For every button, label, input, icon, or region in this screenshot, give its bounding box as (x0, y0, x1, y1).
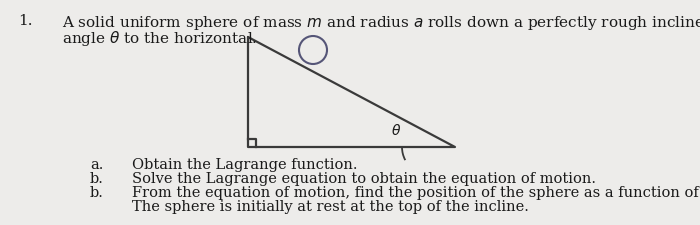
Text: b.: b. (90, 185, 104, 199)
Text: 1.: 1. (18, 14, 32, 28)
Text: a.: a. (90, 157, 104, 171)
Text: Solve the Lagrange equation to obtain the equation of motion.: Solve the Lagrange equation to obtain th… (132, 171, 596, 185)
Text: Obtain the Lagrange function.: Obtain the Lagrange function. (132, 157, 358, 171)
Text: $\theta$: $\theta$ (391, 123, 401, 138)
Text: A solid uniform sphere of mass $m$ and radius $a$ rolls down a perfectly rough i: A solid uniform sphere of mass $m$ and r… (62, 14, 700, 32)
Text: angle $\theta$ to the horizontal.: angle $\theta$ to the horizontal. (62, 29, 258, 48)
Text: The sphere is initially at rest at the top of the incline.: The sphere is initially at rest at the t… (132, 199, 529, 213)
Text: From the equation of motion, find the position of the sphere as a function of ti: From the equation of motion, find the po… (132, 185, 700, 199)
Text: b.: b. (90, 171, 104, 185)
